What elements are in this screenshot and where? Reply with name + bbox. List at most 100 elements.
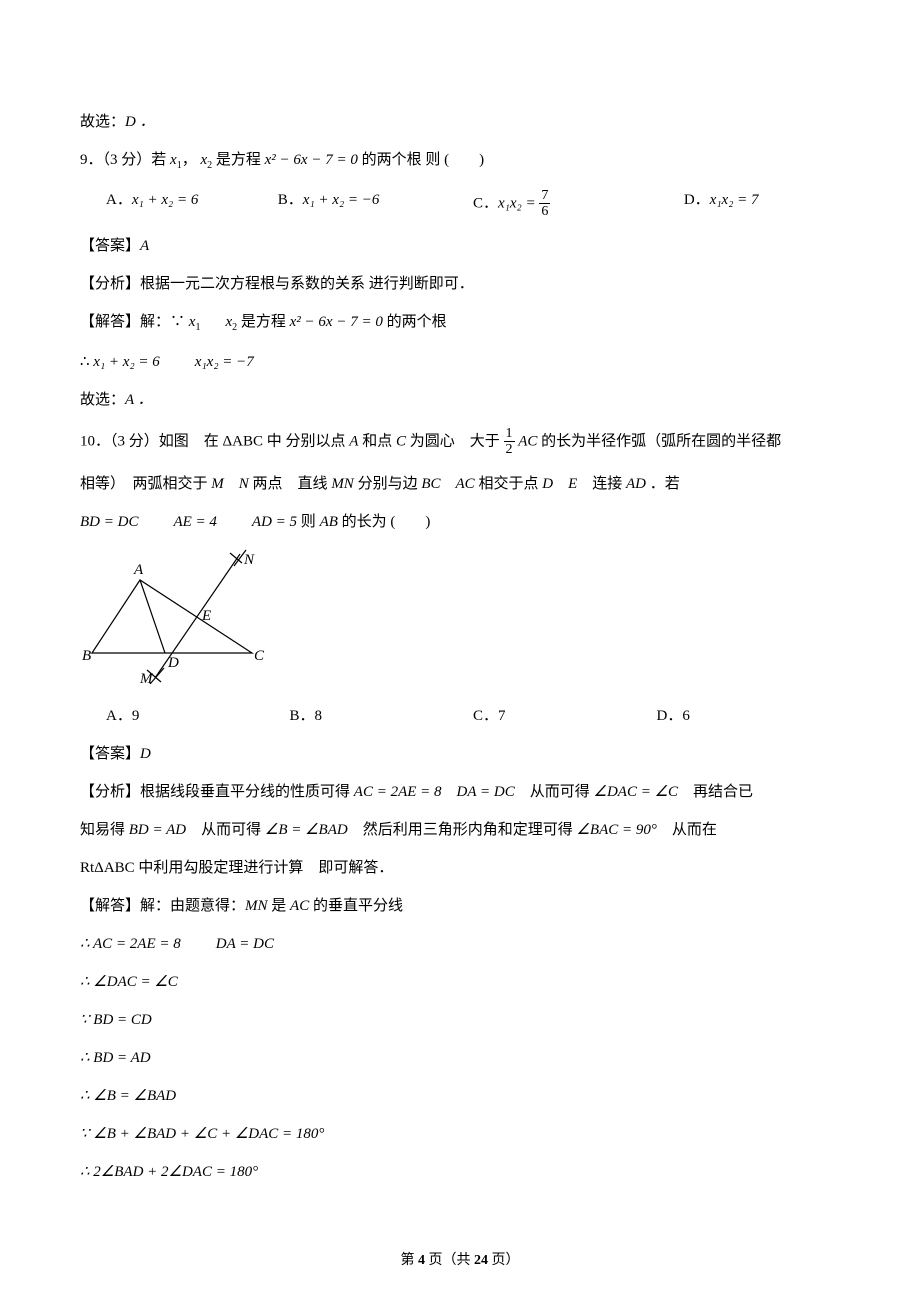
q10-aeq5: ∠B = ∠BAD [265, 822, 348, 838]
q10-l3d: 则 [297, 514, 320, 530]
q10-s4t: ∵ BD = CD [80, 1012, 152, 1028]
q10-aeq1: AC = 2AE = 8 [354, 784, 442, 800]
q10-l3a: BD = DC [80, 514, 138, 530]
q10-al2d: 从而在 [657, 822, 717, 838]
q10-s7: ∵ ∠B + ∠BAD + ∠C + ∠DAC = 180° [80, 1122, 840, 1146]
label-D: D [167, 655, 179, 671]
q9c-lhs: x₁x₂ = [498, 195, 539, 211]
q10-MN: MN [331, 476, 354, 492]
q10-l2c: 两点 直线 [249, 476, 332, 492]
q10-sol1: 解：由题意得： [140, 898, 245, 914]
q10-s7t: ∵ ∠B + ∠BAD + ∠C + ∠DAC = 180° [80, 1126, 324, 1142]
q9-opt-c: C．x₁x₂ = 76 [473, 188, 684, 220]
label-A: A [133, 562, 144, 578]
footer-pre: 第 [401, 1253, 419, 1268]
q9-mid2: 是方程 [212, 152, 265, 168]
q10-stem-2: 相等） 两弧相交于 M N 两点 直线 MN 分别与边 BC AC 相交于点 D… [80, 472, 840, 496]
q10-solMN: MN [245, 898, 268, 914]
q10-s5: ∴ BD = AD [80, 1046, 840, 1070]
q9-ans-val: A [140, 238, 149, 254]
q10-al3b: 中利用勾股定理进行计算 即可解答． [135, 860, 394, 876]
q10-options: A．9 B．8 C．7 D．6 [80, 704, 840, 728]
q10-AD: AD [626, 476, 646, 492]
q10-fn: 1 [504, 426, 515, 442]
q10-stem-1: 10．（3 分）如图 在 ΔABC 中 分别以点 A 和点 C 为圆心 大于 1… [80, 426, 840, 458]
q10-sol1c: 的垂直平分线 [309, 898, 403, 914]
q10-E: E [568, 476, 577, 492]
q9-sol-label: 【解答】 [80, 314, 140, 330]
q10-s2a: ∴ AC = 2AE = 8 [80, 936, 181, 952]
q9-concl: 故选： [80, 392, 125, 408]
q10-opt-c: C．7 [473, 704, 657, 728]
q9-concl-ans: A ． [125, 392, 153, 408]
q9-ans-label: 【答案】 [80, 238, 140, 254]
q10-ana3: 再结合已 [678, 784, 753, 800]
q9-opt-a: A．x₁ + x₂ = 6 [106, 188, 278, 220]
q10-aeq2: DA = DC [457, 784, 515, 800]
page-footer: 第 4 页（共 24 页） [0, 1250, 920, 1272]
q10-stem-3: BD = DCAE = 4AD = 5 则 AB 的长为 ( ) [80, 510, 840, 534]
q10-analysis-2: 知易得 BD = AD 从而可得 ∠B = ∠BAD 然后利用三角形内角和定理可… [80, 818, 840, 842]
q9c-num: 7 [539, 188, 550, 204]
q10-tri: ΔABC [223, 433, 264, 449]
q9-options: A．x₁ + x₂ = 6 B．x₁ + x₂ = −6 C．x₁x₂ = 76… [80, 188, 840, 220]
q10-al3a: RtΔABC [80, 860, 135, 876]
q10-l3e: 的长为 ( ) [338, 514, 431, 530]
q10-s6t: ∴ ∠B = ∠BAD [80, 1088, 176, 1104]
q10-s8: ∴ 2∠BAD + 2∠DAC = 180° [80, 1160, 840, 1184]
q10-l2f: 连接 [577, 476, 626, 492]
q10-t4: 的长为半径作弧（弧所在圆的半径都 [537, 433, 781, 449]
q10-frac: 12 [504, 426, 515, 458]
q10-analysis-1: 【分析】根据线段垂直平分线的性质可得 AC = 2AE = 8 DA = DC … [80, 780, 840, 804]
q9b-math: x₁ + x₂ = −6 [303, 192, 380, 208]
q9s-x1s: 1 [195, 322, 200, 333]
q10-l2b [224, 476, 239, 492]
q9-ana-text: 根据一元二次方程根与系数的关系 进行判断即可． [140, 276, 474, 292]
q10-s3: ∴ ∠DAC = ∠C [80, 970, 840, 994]
q9s-mid: 是方程 [237, 314, 290, 330]
q9-prefix: 9．（3 分）若 [80, 152, 170, 168]
label-N: N [243, 552, 255, 568]
q10-al2a: 知易得 [80, 822, 129, 838]
q10-t3: 为圆心 大于 [406, 433, 504, 449]
q10-ans-label: 【答案】 [80, 746, 140, 762]
q9-conclusion: 故选：A ． [80, 388, 840, 412]
q9s2-b: x₁x₂ = −7 [195, 354, 254, 370]
q10-solAC: AC [290, 898, 309, 914]
concl-text: 故选： [80, 114, 125, 130]
q10-l2e: 相交于点 [475, 476, 543, 492]
q9-answer: 【答案】A [80, 234, 840, 258]
q10-l2gap [441, 476, 456, 492]
q9-opt-b: B．x₁ + x₂ = −6 [278, 188, 473, 220]
q10-s2: ∴ AC = 2AE = 8DA = DC [80, 932, 840, 956]
q10-l2d: 分别与边 [354, 476, 422, 492]
prev-conclusion: 故选：D ． [80, 110, 840, 134]
q9-opt-d: D．x₁x₂ = 7 [684, 188, 840, 220]
q10-opt-b: B．8 [290, 704, 474, 728]
q9s-eq: x² − 6x − 7 = 0 [290, 314, 383, 330]
q10-t1: 中 分别以点 [263, 433, 349, 449]
q10-C: C [396, 433, 406, 449]
q9c-den: 6 [539, 204, 550, 219]
q9d-math: x₁x₂ = 7 [710, 192, 759, 208]
q10-solve-1: 【解答】解：由题意得：MN 是 AC 的垂直平分线 [80, 894, 840, 918]
q9-stem: 9．（3 分）若 x1， x2 是方程 x² − 6x − 7 = 0 的两个根… [80, 148, 840, 174]
footer-mid: 页（共 [425, 1253, 474, 1268]
label-E: E [201, 608, 211, 624]
q10-l2g: ．若 [646, 476, 680, 492]
triangle-abc [92, 580, 252, 653]
q10-BC: BC [421, 476, 440, 492]
q10-l2a: 相等） 两弧相交于 [80, 476, 211, 492]
q10-pre: 10．（3 分）如图 在 [80, 433, 223, 449]
q10-opt-d: D．6 [657, 704, 841, 728]
q10-s6: ∴ ∠B = ∠BAD [80, 1084, 840, 1108]
q10-l3b: AE = 4 [173, 514, 216, 530]
concl-ans: D ． [125, 114, 155, 130]
q10-N: N [239, 476, 249, 492]
q10-sol1b: 是 [268, 898, 291, 914]
q10-s4: ∵ BD = CD [80, 1008, 840, 1032]
q9-suffix: 的两个根 则 ( ) [358, 152, 484, 168]
q9-eq: x² − 6x − 7 = 0 [265, 152, 358, 168]
label-B: B [82, 648, 91, 664]
footer-total: 24 [474, 1253, 488, 1268]
